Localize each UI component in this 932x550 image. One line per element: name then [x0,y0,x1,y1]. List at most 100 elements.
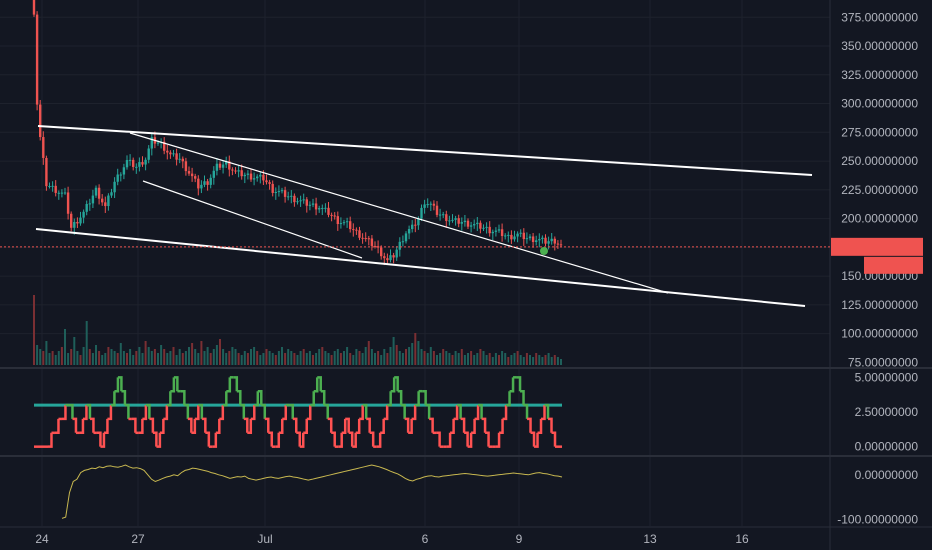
candle [302,199,305,201]
candle [423,204,426,208]
volume-bar [401,353,404,365]
trend-line[interactable] [142,180,363,259]
candle [497,229,501,231]
volume-bar [361,353,364,365]
volume-bar [95,345,97,365]
sms-segment [509,377,515,393]
volume-bar [215,345,218,365]
price-axis-label: 225.00000000 [841,183,918,197]
volume-bar [163,349,166,365]
candle [113,181,116,193]
candle [321,207,324,209]
candle [203,181,206,185]
price-axis-label: 375.00000000 [841,10,918,24]
sms-segment [152,431,158,447]
candle [138,162,141,167]
candle [358,230,361,238]
candle [190,173,194,177]
candle [166,150,169,153]
candle [42,137,45,158]
volume-bar [135,351,138,365]
volume-bar [343,351,345,365]
candle [311,203,315,205]
sms-segment [103,418,109,435]
volume-bar [525,353,528,365]
sms-segment [247,418,253,435]
candle [231,169,234,171]
volume-bar [262,353,265,365]
sms-segment [387,391,392,407]
sms-segment [324,403,329,419]
candle [150,137,153,149]
volume-bar [420,349,423,365]
candle [262,174,265,181]
candle [212,170,215,178]
volume-bar [346,347,349,365]
volume-bar [383,349,386,365]
candle [249,173,253,180]
candle [45,157,48,187]
volume-bar [538,355,541,365]
volume-bar [522,357,525,365]
sms-segment [261,403,267,419]
candle [383,256,386,259]
sms-segment [495,432,501,448]
candle [122,167,126,175]
candle [172,153,175,155]
sms-segment [411,405,417,421]
candle [110,192,113,196]
volume-bar [228,351,231,365]
sms-segment [313,377,319,393]
volume-bar [225,353,228,365]
trend-line[interactable] [35,228,806,307]
sms-segment [107,405,113,421]
sms-segment [369,431,375,447]
sms-segment [173,376,179,392]
sms-segment [243,417,249,433]
candle [73,221,76,228]
sms-segment [544,403,550,419]
sms-segment [79,418,85,435]
time-axis-label: 27 [131,532,145,546]
sms-segment [464,431,469,447]
volume-bar [411,343,414,365]
candle [280,190,284,192]
candle [66,192,70,214]
volume-bar [395,345,398,365]
sms-segment [401,403,406,419]
candle [144,159,147,165]
sms-segment [289,403,295,419]
volume-bar [432,351,435,365]
volume-bar [250,349,252,365]
volume-bar [268,351,271,365]
candle [234,170,237,172]
candle [488,226,491,234]
volume-bar [529,355,531,365]
volume-bar [240,355,243,365]
volume-bar [119,343,122,365]
time-axis-label: 24 [35,532,49,546]
sms-segment [341,418,347,435]
trend-line[interactable] [37,125,813,176]
volume-bar [234,349,237,365]
volume-bar [532,357,535,365]
volume-bar [64,329,66,365]
volume-bar [281,347,283,365]
candle [342,222,346,224]
volume-bar [330,355,333,365]
volume-bar [129,349,132,365]
sms-segment [394,376,399,392]
candle [293,195,296,203]
candle [240,170,243,177]
candle [57,192,60,194]
trend-line[interactable] [129,132,669,294]
volume-bar [256,351,259,365]
candle [386,258,389,261]
candle [184,161,188,172]
sms-segment [331,431,336,447]
sms-segment [282,405,288,421]
candle [373,245,377,247]
candle [442,214,445,216]
sms-segment [184,403,190,419]
